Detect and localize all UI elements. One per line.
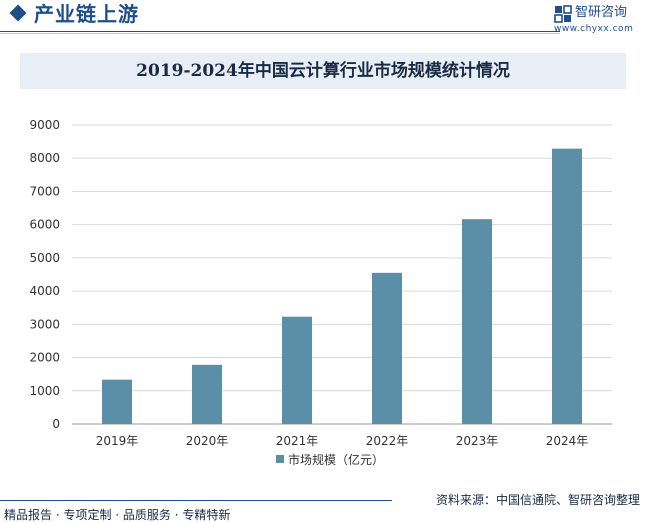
- legend-swatch: [276, 455, 284, 463]
- y-tick-label: 9000: [29, 118, 60, 132]
- chart-title: 2019-2024年中国云计算行业市场规模统计情况: [136, 61, 510, 81]
- brand-block[interactable]: 智研咨询 www.chyxx.com: [554, 3, 640, 35]
- page-header: 产业链上游: [0, 0, 646, 34]
- x-tick-label: 2020年: [186, 434, 229, 448]
- x-tick-label: 2022年: [366, 434, 409, 448]
- legend-label: 市场规模（亿元）: [288, 452, 384, 467]
- y-tick-label: 0: [52, 417, 60, 431]
- brand-name: 智研咨询: [575, 5, 628, 20]
- y-tick-label: 5000: [29, 251, 60, 265]
- section-title: 产业链上游: [34, 2, 139, 26]
- y-tick-label: 2000: [29, 351, 60, 365]
- y-tick-label: 6000: [29, 218, 60, 232]
- header-divider-light: [0, 33, 560, 34]
- x-tick-label: 2023年: [456, 434, 499, 448]
- y-tick-label: 4000: [29, 284, 60, 298]
- footer-services: 精品报告 · 专项定制 · 品质服务 · 专精特新: [4, 508, 231, 522]
- x-tick-label: 2021年: [276, 434, 319, 448]
- bar: [102, 379, 132, 424]
- brand-url[interactable]: www.chyxx.com: [554, 24, 634, 34]
- bar: [462, 219, 492, 424]
- footer-source: 资料来源：中国信通院、智研咨询整理: [436, 492, 640, 508]
- bar-chart: 0 1000 2000 3000 4000 5000 6000 7000 8000 9000 201…: [29, 118, 612, 467]
- source-text: 中国信通院、智研咨询整理: [495, 493, 640, 507]
- bar: [552, 148, 582, 424]
- y-tick-label: 1000: [29, 384, 60, 398]
- diamond-icon: [9, 4, 27, 22]
- y-tick-label: 7000: [29, 184, 60, 198]
- bar: [282, 316, 312, 424]
- chart-title-band: 2019-2024年中国云计算行业市场规模统计情况: [20, 53, 626, 89]
- bar: [372, 272, 402, 424]
- brand-logo-icon: [554, 5, 572, 23]
- bar: [192, 364, 222, 424]
- x-tick-label: 2024年: [546, 434, 589, 448]
- source-label: 资料来源：: [435, 493, 496, 507]
- header-divider: [0, 31, 560, 32]
- x-tick-label: 2019年: [96, 434, 139, 448]
- footer-divider: [0, 500, 392, 501]
- y-tick-label: 8000: [29, 151, 60, 165]
- y-tick-label: 3000: [29, 317, 60, 331]
